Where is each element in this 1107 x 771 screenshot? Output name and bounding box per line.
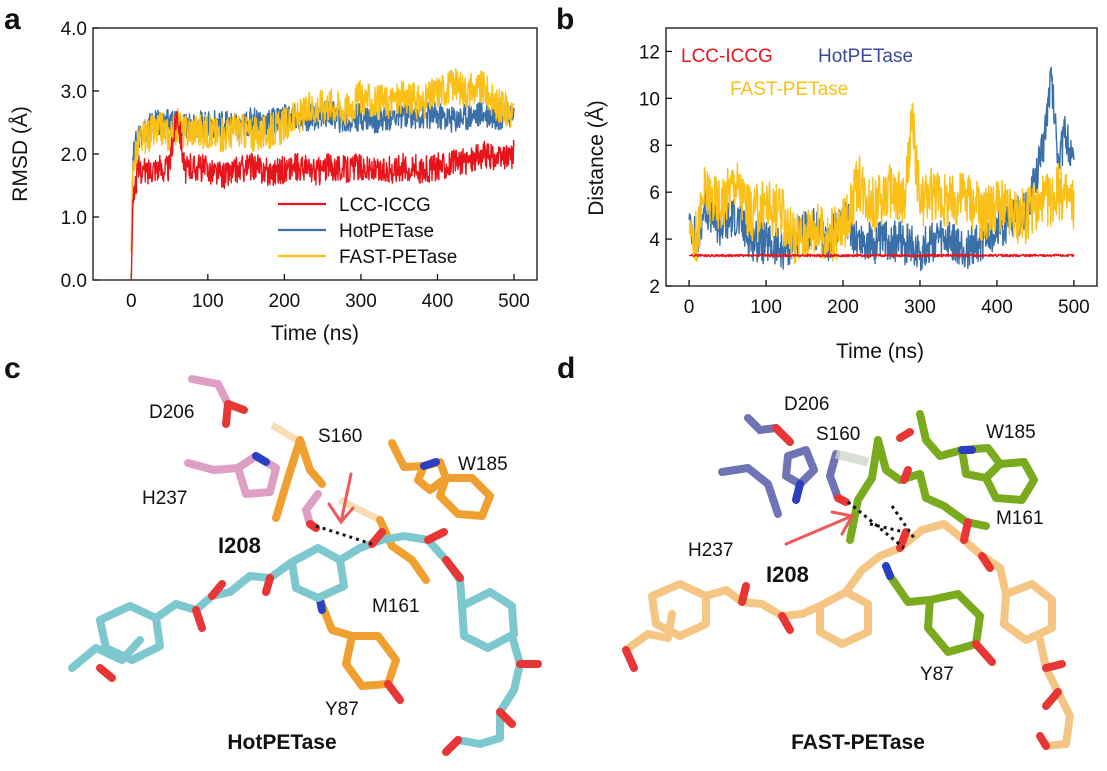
legend-label-hot: HotPETase [339, 221, 434, 242]
series-line-fast-petase [130, 67, 515, 254]
ser-oxygen-c [306, 520, 320, 532]
label-y87-c: Y87 [325, 699, 359, 720]
x-tick-label: 400 [981, 297, 1013, 318]
panel-label-c: c [4, 352, 21, 385]
residue-s160-c [272, 436, 326, 522]
label-y87-d: Y87 [920, 664, 954, 685]
y-tick-label: 0.0 [61, 271, 87, 292]
y-axis-title-b: Distance (Å) [585, 100, 608, 216]
panel-label-b: b [556, 3, 574, 36]
x-tick-label: 500 [1058, 297, 1090, 318]
y-tick-label: 4 [649, 230, 660, 251]
legend-label-hot-b: HotPETase [818, 46, 913, 67]
panel-label-a: a [4, 3, 21, 36]
residue-green-d [846, 410, 1038, 656]
hbond-c [315, 524, 373, 546]
y-tick-label: 3.0 [61, 82, 87, 103]
structure-hotpetase: D206 S160 W185 H237 I208 M161 Y87 HotPET… [68, 375, 542, 756]
series-line-lcc-iccg [130, 110, 515, 281]
x-tick-label: 400 [422, 291, 454, 312]
x-tick-label: 0 [126, 291, 137, 312]
residue-w185-c [388, 439, 494, 520]
arrow-d [784, 510, 855, 546]
plot-frame-a [92, 27, 538, 281]
x-tick-label: 100 [192, 291, 224, 312]
ligand-oxygens-d [622, 518, 1066, 750]
label-m161-c: M161 [372, 596, 420, 617]
series-line-lcc-iccg [688, 253, 1075, 258]
label-i208-d: I208 [766, 562, 809, 587]
hbonds-d [847, 500, 916, 550]
y87-nitrogen-d [882, 562, 894, 580]
x-tick-label: 200 [827, 297, 859, 318]
label-h237-c: H237 [142, 488, 187, 509]
y-axis-b: 2 4 6 8 10 12 [639, 42, 672, 298]
residue-y87-c [316, 596, 404, 704]
catalytic-ser-d [825, 450, 842, 502]
backbone-tube-c2 [338, 496, 382, 524]
x-axis-b: 0 100 200 300 400 500 [684, 280, 1090, 318]
y-axis-title-a: RMSD (Å) [9, 106, 32, 202]
y-tick-label: 2 [649, 277, 660, 298]
green-oxygens-d [896, 428, 996, 666]
x-tick-label: 0 [684, 297, 695, 318]
caption-fastpetase: FAST-PETase [791, 731, 925, 754]
label-w185-c: W185 [458, 454, 508, 475]
x-tick-label: 500 [498, 291, 530, 312]
series-line-fast-petase [688, 102, 1075, 264]
residue-h237-c [184, 452, 280, 498]
legend-label-fast: FAST-PETase [339, 247, 457, 268]
legend-a: LCC-ICCG HotPETase FAST-PETase [278, 195, 457, 268]
x-axis-title-a: Time (ns) [271, 322, 359, 345]
x-tick-label: 300 [345, 291, 377, 312]
residue-d206-d [744, 414, 794, 446]
panel-label-d: d [557, 352, 575, 385]
residue-m161-c [376, 516, 430, 584]
x-axis-title-b: Time (ns) [836, 340, 924, 363]
chart-rmsd: 0.0 1.0 2.0 3.0 4.0 0 100 200 300 400 500 Time (n… [9, 19, 538, 345]
legend-b: LCC-ICCG HotPETase FAST-PETase [681, 46, 913, 100]
legend-label-lcc-b: LCC-ICCG [681, 46, 773, 67]
label-h237-d: H237 [688, 540, 733, 561]
residue-h237-d [718, 446, 818, 518]
label-d206-c: D206 [149, 402, 194, 423]
series-group-b [688, 66, 1075, 272]
y-tick-label: 8 [649, 136, 660, 157]
residue-d206-c [188, 375, 248, 428]
ser-oxygen-d [834, 494, 850, 506]
structure-fastpetase: D206 S160 W185 M161 H237 I208 Y87 FAST-P… [622, 394, 1074, 754]
legend-label-fast-b: FAST-PETase [730, 79, 848, 100]
label-i208-c: I208 [218, 533, 261, 558]
x-tick-label: 300 [904, 297, 936, 318]
label-s160-c: S160 [318, 426, 362, 447]
y-tick-label: 6 [649, 183, 660, 204]
x-tick-label: 100 [750, 297, 782, 318]
label-m161-d: M161 [996, 508, 1044, 529]
label-w185-d: W185 [986, 422, 1036, 443]
caption-hotpetase: HotPETase [227, 731, 336, 754]
series-group-a [130, 67, 515, 281]
y-axis-a: 0.0 1.0 2.0 3.0 4.0 [61, 19, 99, 292]
backbone-tube-d [834, 449, 870, 467]
chart-distance: 2 4 6 8 10 12 0 100 200 300 400 500 Time (ns) Dist… [585, 27, 1098, 363]
label-s160-d: S160 [816, 424, 860, 445]
plot-frame-b [665, 27, 1098, 287]
legend-label-lcc: LCC-ICCG [339, 195, 431, 216]
x-tick-label: 200 [269, 291, 301, 312]
ligand-oxygens-c [96, 528, 542, 756]
y-tick-label: 4.0 [61, 19, 87, 40]
y-tick-label: 10 [639, 89, 660, 110]
y-tick-label: 2.0 [61, 145, 87, 166]
arrow-c [327, 472, 355, 525]
catalytic-ser-c [301, 490, 322, 528]
y-tick-label: 1.0 [61, 208, 87, 229]
x-axis-a: 0 100 200 300 400 500 [126, 274, 530, 312]
y-tick-label: 12 [639, 42, 660, 63]
label-d206-d: D206 [784, 394, 829, 415]
